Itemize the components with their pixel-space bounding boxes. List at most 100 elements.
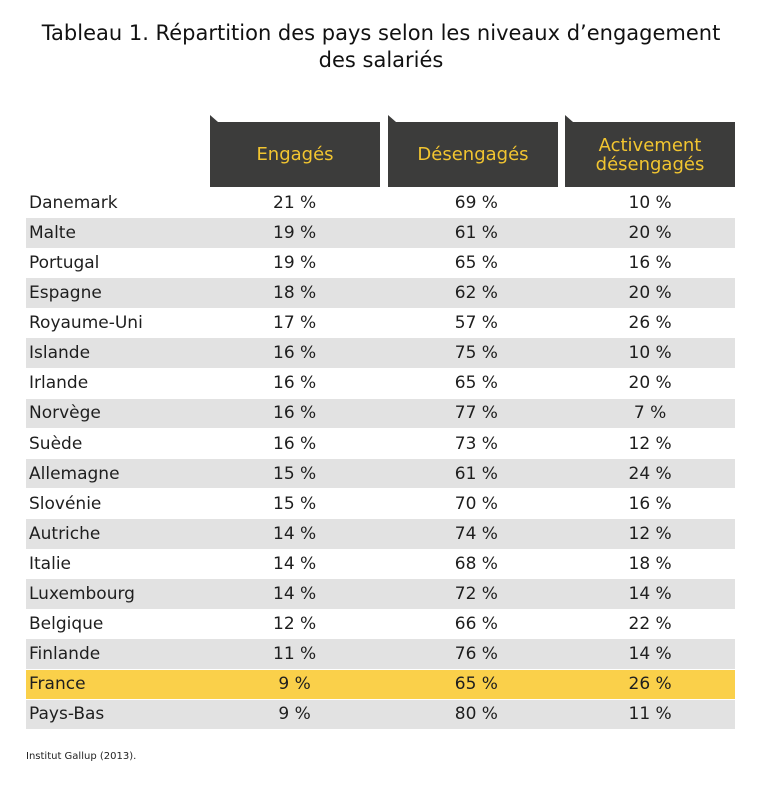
disengaged-cell: 68 %	[454, 553, 498, 574]
table-row: Pays-Bas 9 % 80 % 11 %	[26, 699, 735, 730]
table-row: Danemark 21 % 69 % 10 %	[26, 188, 735, 218]
table-title-line-1: Tableau 1. Répartition des pays selon le…	[41, 21, 721, 45]
engaged-cell: 16 %	[273, 433, 317, 454]
country-cell: Suède	[29, 433, 83, 454]
actively-disengaged-cell: 14 %	[628, 644, 672, 665]
country-cell: France	[29, 674, 86, 695]
engaged-cell: 9 %	[278, 704, 311, 725]
actively-disengaged-cell: 24 %	[628, 463, 672, 484]
disengaged-cell: 66 %	[454, 614, 498, 635]
actively-disengaged-cell: 26 %	[628, 313, 672, 334]
engaged-cell: 18 %	[273, 283, 317, 304]
country-cell: Portugal	[29, 252, 100, 273]
engaged-cell: 9 %	[278, 674, 311, 695]
actively-disengaged-cell: 18 %	[628, 553, 672, 574]
engaged-cell: 17 %	[273, 313, 317, 334]
actively-disengaged-cell: 14 %	[628, 583, 672, 604]
country-cell: Autriche	[29, 523, 101, 544]
table-row: Belgique 12 % 66 % 22 %	[26, 609, 735, 639]
engaged-cell: 14 %	[273, 553, 317, 574]
disengaged-cell: 65 %	[454, 674, 498, 695]
column-header-disengaged-label: Désengagés	[417, 144, 529, 165]
disengaged-cell: 69 %	[454, 192, 498, 213]
disengaged-cell: 72 %	[454, 583, 498, 604]
country-cell: Royaume-Uni	[29, 313, 143, 334]
actively-disengaged-cell: 26 %	[628, 674, 672, 695]
disengaged-cell: 62 %	[454, 283, 498, 304]
disengaged-cell: 61 %	[454, 463, 498, 484]
column-header-active-line-1: Activement	[598, 134, 702, 156]
table-body: Danemark 21 % 69 % 10 % Malte 19 % 61 % 20 % Por…	[26, 188, 735, 730]
disengaged-cell: 77 %	[454, 403, 498, 424]
disengaged-cell: 65 %	[454, 252, 498, 273]
disengaged-cell: 80 %	[454, 704, 498, 725]
table-row: Norvège 16 % 77 % 7 %	[26, 398, 735, 429]
table-row: Royaume-Uni 17 % 57 % 26 %	[26, 308, 735, 338]
table-row: Slovénie 15 % 70 % 16 %	[26, 489, 735, 519]
actively-disengaged-cell: 10 %	[628, 343, 672, 364]
country-cell: Irlande	[29, 373, 89, 394]
table-row: Malte 19 % 61 % 20 %	[26, 218, 735, 248]
column-header-actively-disengaged: Activement désengagés	[565, 115, 735, 187]
actively-disengaged-cell: 12 %	[628, 433, 672, 454]
table-row: Irlande 16 % 65 % 20 %	[26, 369, 735, 399]
engaged-cell: 19 %	[273, 252, 317, 273]
table-row: Finlande 11 % 76 % 14 %	[26, 639, 735, 669]
table-row: Italie 14 % 68 % 18 %	[26, 549, 735, 579]
actively-disengaged-cell: 22 %	[628, 614, 672, 635]
country-cell: Espagne	[29, 283, 102, 304]
column-header-engaged: Engagés	[210, 115, 380, 187]
table-row: Suède 16 % 73 % 12 %	[26, 429, 735, 459]
engaged-cell: 11 %	[273, 644, 317, 665]
table-row: France 9 % 65 % 26 %	[26, 669, 735, 699]
actively-disengaged-cell: 7 %	[633, 403, 667, 424]
actively-disengaged-cell: 20 %	[628, 283, 672, 304]
country-cell: Danemark	[29, 192, 118, 213]
actively-disengaged-cell: 20 %	[628, 373, 672, 394]
table-row: Luxembourg 14 % 72 % 14 %	[26, 579, 735, 609]
disengaged-cell: 75 %	[454, 343, 498, 364]
engaged-cell: 12 %	[273, 614, 317, 635]
table-row: Portugal 19 % 65 % 16 %	[26, 248, 735, 278]
country-cell: Norvège	[29, 403, 101, 424]
country-cell: Belgique	[29, 614, 104, 635]
actively-disengaged-cell: 10 %	[628, 192, 672, 213]
disengaged-cell: 57 %	[454, 313, 498, 334]
column-header-active-line-2: désengagés	[595, 153, 705, 175]
engaged-cell: 14 %	[273, 523, 317, 544]
engaged-cell: 15 %	[273, 493, 317, 514]
actively-disengaged-cell: 12 %	[628, 523, 672, 544]
engaged-cell: 21 %	[273, 192, 317, 213]
country-cell: Italie	[29, 553, 72, 574]
table-row: Autriche 14 % 74 % 12 %	[26, 519, 735, 549]
disengaged-cell: 70 %	[454, 493, 498, 514]
country-cell: Islande	[29, 343, 91, 364]
country-cell: Finlande	[29, 644, 101, 665]
table-row: Islande 16 % 75 % 10 %	[26, 338, 735, 368]
table-title-line-2: des salariés	[318, 48, 444, 72]
country-cell: Slovénie	[29, 493, 102, 514]
actively-disengaged-cell: 11 %	[628, 704, 672, 725]
table-row: Allemagne 15 % 61 % 24 %	[26, 458, 735, 489]
engaged-cell: 16 %	[273, 403, 317, 424]
actively-disengaged-cell: 16 %	[628, 252, 672, 273]
column-header-engaged-label: Engagés	[256, 144, 334, 165]
disengaged-cell: 61 %	[454, 222, 498, 243]
engaged-cell: 16 %	[273, 373, 317, 394]
engaged-cell: 14 %	[273, 583, 317, 604]
country-cell: Luxembourg	[29, 583, 135, 604]
engaged-cell: 19 %	[273, 222, 317, 243]
country-cell: Malte	[29, 222, 76, 243]
disengaged-cell: 65 %	[454, 373, 498, 394]
table-title: Tableau 1. Répartition des pays selon le…	[0, 20, 762, 74]
actively-disengaged-cell: 16 %	[628, 493, 672, 514]
disengaged-cell: 74 %	[454, 523, 498, 544]
country-cell: Pays-Bas	[29, 704, 105, 725]
column-header-disengaged: Désengagés	[388, 115, 558, 187]
actively-disengaged-cell: 20 %	[628, 222, 672, 243]
country-cell: Allemagne	[29, 463, 120, 484]
disengaged-cell: 73 %	[454, 433, 498, 454]
table-row: Espagne 18 % 62 % 20 %	[26, 278, 735, 308]
disengaged-cell: 76 %	[454, 644, 498, 665]
engaged-cell: 15 %	[273, 463, 317, 484]
